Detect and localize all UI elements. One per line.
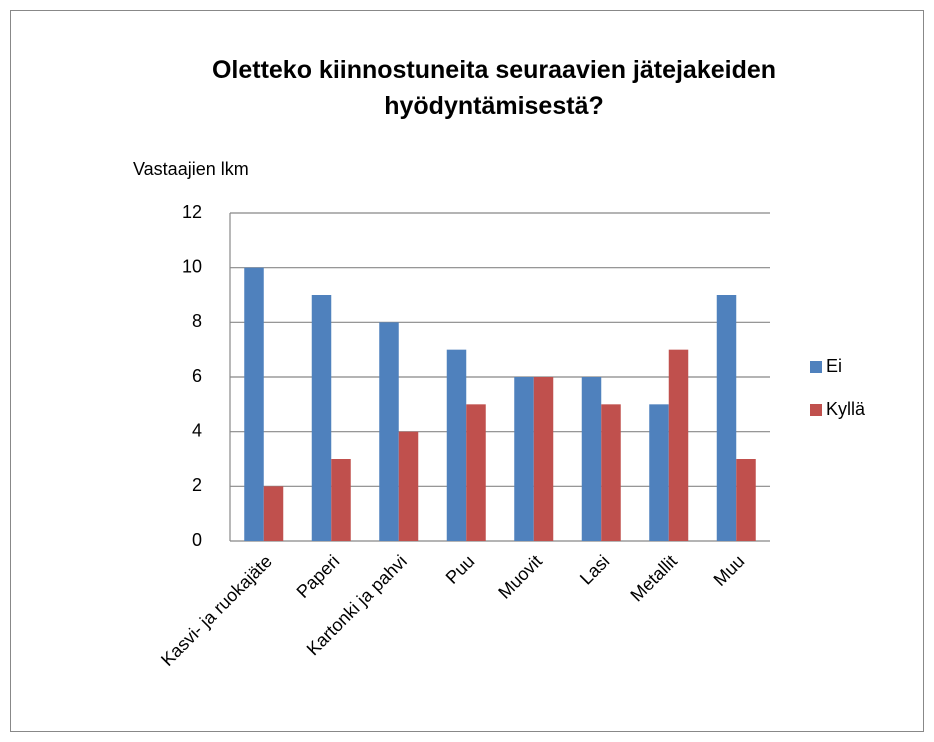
bar [263, 486, 284, 541]
bar [311, 295, 332, 541]
bar [649, 404, 669, 541]
bar [514, 377, 534, 541]
bar [581, 377, 602, 541]
bar [668, 349, 689, 541]
y-tick-label: 2 [192, 475, 202, 495]
y-tick-label: 6 [192, 366, 202, 386]
legend-swatch [810, 361, 822, 373]
y-tick-label: 8 [192, 311, 202, 331]
y-tick-label: 12 [182, 202, 202, 222]
y-tick-label: 0 [192, 530, 202, 550]
bar [244, 267, 264, 541]
bar [716, 295, 737, 541]
bar [601, 404, 621, 541]
bar [331, 459, 351, 541]
y-axis-label: Vastaajien lkm [133, 159, 249, 179]
bar [398, 431, 419, 541]
legend-swatch [810, 404, 822, 416]
bar [379, 322, 399, 541]
legend-label: Ei [826, 356, 842, 376]
legend-label: Kyllä [826, 399, 866, 419]
chart-border [10, 10, 924, 732]
y-tick-label: 10 [182, 256, 202, 276]
bar [533, 377, 554, 541]
bar [446, 349, 467, 541]
y-tick-label: 4 [192, 420, 202, 440]
chart-title: Oletteko kiinnostuneita seuraavien jätej… [211, 56, 777, 120]
bar [736, 459, 756, 541]
bar [466, 404, 486, 541]
